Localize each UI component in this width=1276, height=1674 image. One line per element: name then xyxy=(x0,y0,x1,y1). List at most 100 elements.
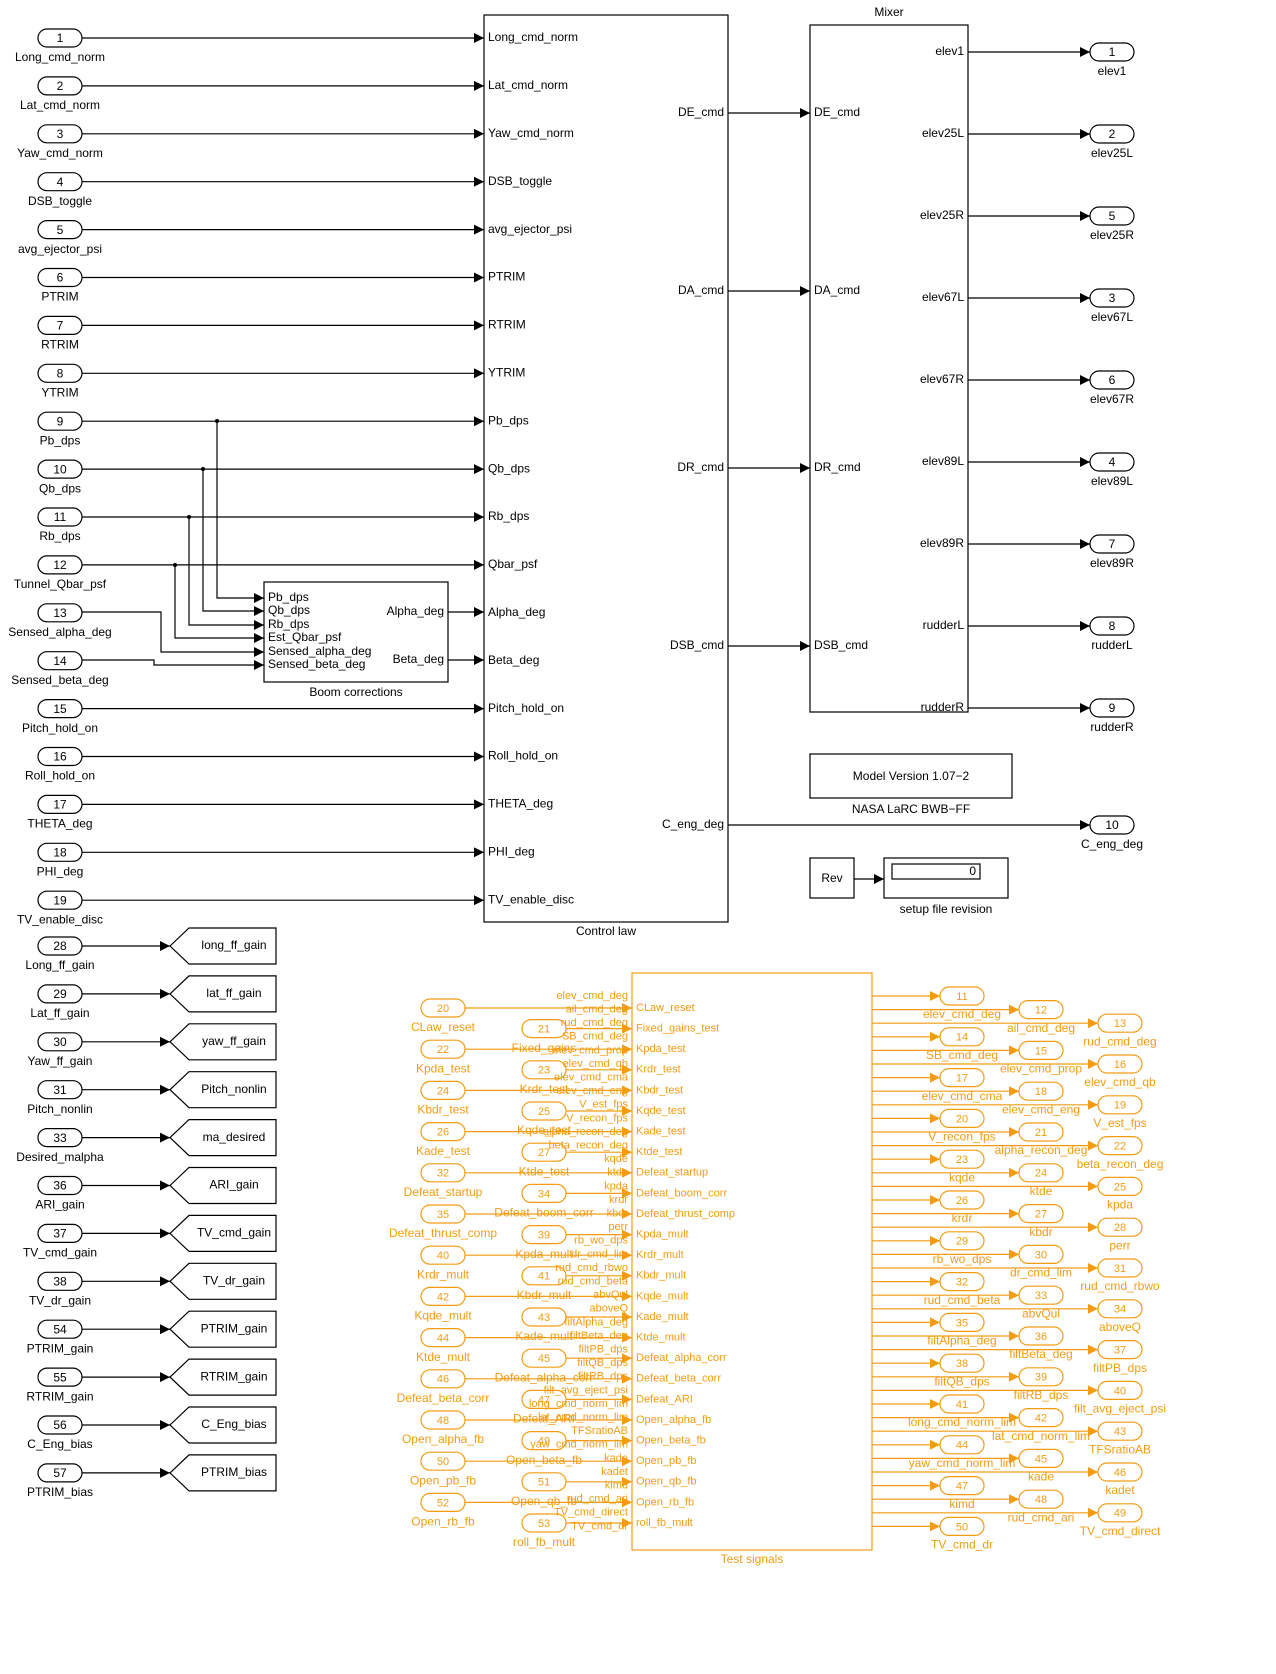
inport-2[interactable] xyxy=(37,76,83,96)
test-inport-40[interactable] xyxy=(420,1245,466,1265)
test-outport-36[interactable] xyxy=(1018,1326,1064,1346)
inport-1[interactable] xyxy=(37,28,83,48)
test-inport-41[interactable] xyxy=(521,1266,567,1286)
test-inport-47[interactable] xyxy=(521,1389,567,1410)
test-outport-37[interactable] xyxy=(1097,1339,1143,1360)
test-outport-50[interactable] xyxy=(939,1516,985,1537)
test-outport-38[interactable] xyxy=(939,1353,985,1373)
inport-5[interactable] xyxy=(37,220,83,240)
test-inport-52[interactable] xyxy=(420,1492,466,1513)
test-outport-24[interactable] xyxy=(1018,1163,1064,1183)
test-outport-46[interactable] xyxy=(1097,1462,1143,1482)
test-inport-51[interactable] xyxy=(521,1472,567,1492)
gain-port-28[interactable] xyxy=(37,936,83,956)
inport-15[interactable] xyxy=(37,698,83,719)
goto-tag-lat_ff_gain[interactable] xyxy=(169,975,277,1013)
test-outport-33[interactable] xyxy=(1018,1285,1064,1305)
inport-4[interactable] xyxy=(37,172,83,192)
goto-tag-Pitch_nonlin[interactable] xyxy=(169,1071,277,1109)
test-outport-43[interactable] xyxy=(1097,1421,1143,1441)
test-inport-32[interactable] xyxy=(420,1163,466,1183)
inport-10[interactable] xyxy=(37,459,83,479)
test-outport-23[interactable] xyxy=(939,1149,985,1169)
control-law-block[interactable] xyxy=(483,14,729,923)
test-outport-47[interactable] xyxy=(939,1475,985,1496)
boom-corrections-block[interactable] xyxy=(263,581,449,683)
test-outport-18[interactable] xyxy=(1018,1081,1064,1101)
test-inport-49[interactable] xyxy=(521,1430,567,1451)
gain-port-30[interactable] xyxy=(37,1032,83,1052)
test-inport-43[interactable] xyxy=(521,1307,567,1327)
test-inport-39[interactable] xyxy=(521,1224,567,1245)
inport-13[interactable] xyxy=(37,603,83,623)
gain-port-31[interactable] xyxy=(37,1080,83,1100)
test-outport-31[interactable] xyxy=(1097,1258,1143,1278)
goto-tag-long_ff_gain[interactable] xyxy=(169,927,277,965)
test-outport-11[interactable] xyxy=(939,986,985,1006)
test-outport-29[interactable] xyxy=(939,1231,985,1251)
outport-3[interactable] xyxy=(1089,288,1135,308)
model-version-box[interactable] xyxy=(809,753,1013,799)
inport-9[interactable] xyxy=(37,411,83,431)
gain-port-36[interactable] xyxy=(37,1175,83,1196)
test-outport-22[interactable] xyxy=(1097,1135,1143,1156)
test-inport-23[interactable] xyxy=(521,1060,567,1080)
gain-port-33[interactable] xyxy=(37,1127,83,1148)
outport-5[interactable] xyxy=(1089,206,1135,226)
test-outport-28[interactable] xyxy=(1097,1217,1143,1237)
test-outport-34[interactable] xyxy=(1097,1299,1143,1319)
outport-2[interactable] xyxy=(1089,124,1135,144)
inport-17[interactable] xyxy=(37,794,83,815)
inport-6[interactable] xyxy=(37,267,83,288)
test-inport-21[interactable] xyxy=(521,1018,567,1039)
test-outport-15[interactable] xyxy=(1018,1040,1064,1061)
goto-tag-TV_cmd_gain[interactable] xyxy=(169,1214,277,1252)
test-outport-16[interactable] xyxy=(1097,1054,1143,1074)
goto-tag-yaw_ff_gain[interactable] xyxy=(169,1023,277,1061)
test-inport-48[interactable] xyxy=(420,1410,466,1430)
goto-tag-PTRIM_gain[interactable] xyxy=(169,1310,277,1348)
test-inport-24[interactable] xyxy=(420,1080,466,1101)
outport-6[interactable] xyxy=(1089,370,1135,390)
inport-11[interactable] xyxy=(37,507,83,527)
test-inport-50[interactable] xyxy=(420,1451,466,1471)
test-inport-34[interactable] xyxy=(521,1183,567,1204)
goto-tag-PTRIM_bias[interactable] xyxy=(169,1454,277,1492)
gain-port-54[interactable] xyxy=(37,1319,83,1339)
inport-14[interactable] xyxy=(37,651,83,671)
test-outport-44[interactable] xyxy=(939,1435,985,1455)
test-outport-27[interactable] xyxy=(1018,1203,1064,1224)
test-outport-35[interactable] xyxy=(939,1312,985,1333)
test-outport-40[interactable] xyxy=(1097,1380,1143,1401)
test-outport-25[interactable] xyxy=(1097,1176,1143,1197)
gain-port-55[interactable] xyxy=(37,1367,83,1387)
test-outport-14[interactable] xyxy=(939,1027,985,1047)
outport-10[interactable] xyxy=(1089,815,1135,835)
test-outport-21[interactable] xyxy=(1018,1122,1064,1142)
test-inport-20[interactable] xyxy=(420,998,466,1018)
outport-7[interactable] xyxy=(1089,534,1135,554)
test-outport-39[interactable] xyxy=(1018,1367,1064,1387)
gain-port-56[interactable] xyxy=(37,1415,83,1435)
test-outport-48[interactable] xyxy=(1018,1489,1064,1509)
test-inport-44[interactable] xyxy=(420,1327,466,1348)
outport-8[interactable] xyxy=(1089,616,1135,636)
test-inport-26[interactable] xyxy=(420,1121,466,1142)
inport-18[interactable] xyxy=(37,842,83,862)
goto-tag-C_Eng_bias[interactable] xyxy=(169,1406,277,1444)
test-outport-41[interactable] xyxy=(939,1394,985,1414)
test-inport-27[interactable] xyxy=(521,1142,567,1162)
gain-port-37[interactable] xyxy=(37,1223,83,1244)
test-inport-45[interactable] xyxy=(521,1348,567,1368)
gain-port-38[interactable] xyxy=(37,1271,83,1291)
goto-tag-ma_desired[interactable] xyxy=(169,1119,277,1157)
goto-tag-TV_dr_gain[interactable] xyxy=(169,1262,277,1300)
test-inport-25[interactable] xyxy=(521,1101,567,1121)
outport-4[interactable] xyxy=(1089,452,1135,472)
test-signals-block[interactable] xyxy=(631,972,873,1551)
test-outport-12[interactable] xyxy=(1018,999,1064,1020)
mixer-block[interactable] xyxy=(809,24,969,713)
goto-tag-ARI_gain[interactable] xyxy=(169,1166,277,1205)
gain-port-57[interactable] xyxy=(37,1463,83,1483)
inport-16[interactable] xyxy=(37,746,83,767)
